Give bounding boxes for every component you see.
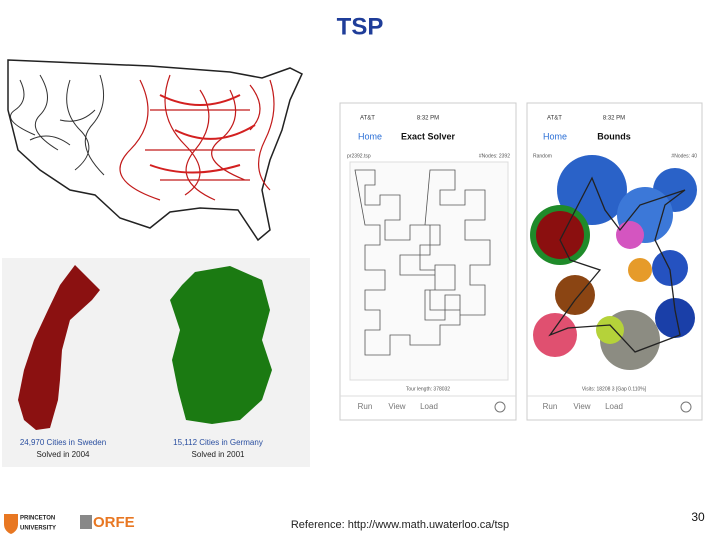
node-count: #Nodes: 2392 [479,153,510,159]
reference: Reference: http://www.math.uwaterloo.ca/… [291,519,509,531]
logo-text: PRINCETON [20,516,55,522]
time: 8:32 PM [417,116,439,122]
run-button[interactable]: Run [543,402,558,411]
view-button[interactable]: View [573,402,590,411]
phone-screen: AT&T 8:32 PM Home Exact Solver pr2392.ts… [339,102,517,421]
slide-title: TSP [337,13,384,40]
back-button[interactable]: Home [358,131,382,141]
logo-text: ORFE [93,514,135,531]
map-caption: 15,112 Cities in Germany [173,438,263,447]
map-caption: Solved in 2001 [192,450,245,459]
country-maps: 24,970 Cities in Sweden Solved in 2004 1… [2,258,310,467]
carrier: AT&T [547,116,562,122]
status: Tour length: 378032 [406,386,450,392]
time: 8:32 PM [603,116,625,122]
page-number: 30 [691,510,705,524]
load-button[interactable]: Load [605,402,623,411]
phone-screen: AT&T 8:32 PM Home Bounds Random #Nodes: … [526,102,703,421]
load-button[interactable]: Load [420,402,438,411]
status: Visits: 18208 3 [Gap 0.110%] [582,386,647,392]
run-button[interactable]: Run [358,402,373,411]
footer: PRINCETON UNIVERSITY ORFE Reference: htt… [4,510,705,534]
logo-text: UNIVERSITY [20,526,56,532]
file-name: Random [533,153,552,159]
us-map [2,55,310,258]
node-count: #Nodes: 40 [671,153,697,159]
screen-title: Exact Solver [401,131,456,141]
carrier: AT&T [360,116,375,122]
file-name: pr2392.tsp [347,153,371,159]
screen-title: Bounds [597,131,631,141]
view-button[interactable]: View [388,402,405,411]
map-caption: 24,970 Cities in Sweden [20,438,106,447]
back-button[interactable]: Home [543,131,567,141]
map-caption: Solved in 2004 [37,450,90,459]
